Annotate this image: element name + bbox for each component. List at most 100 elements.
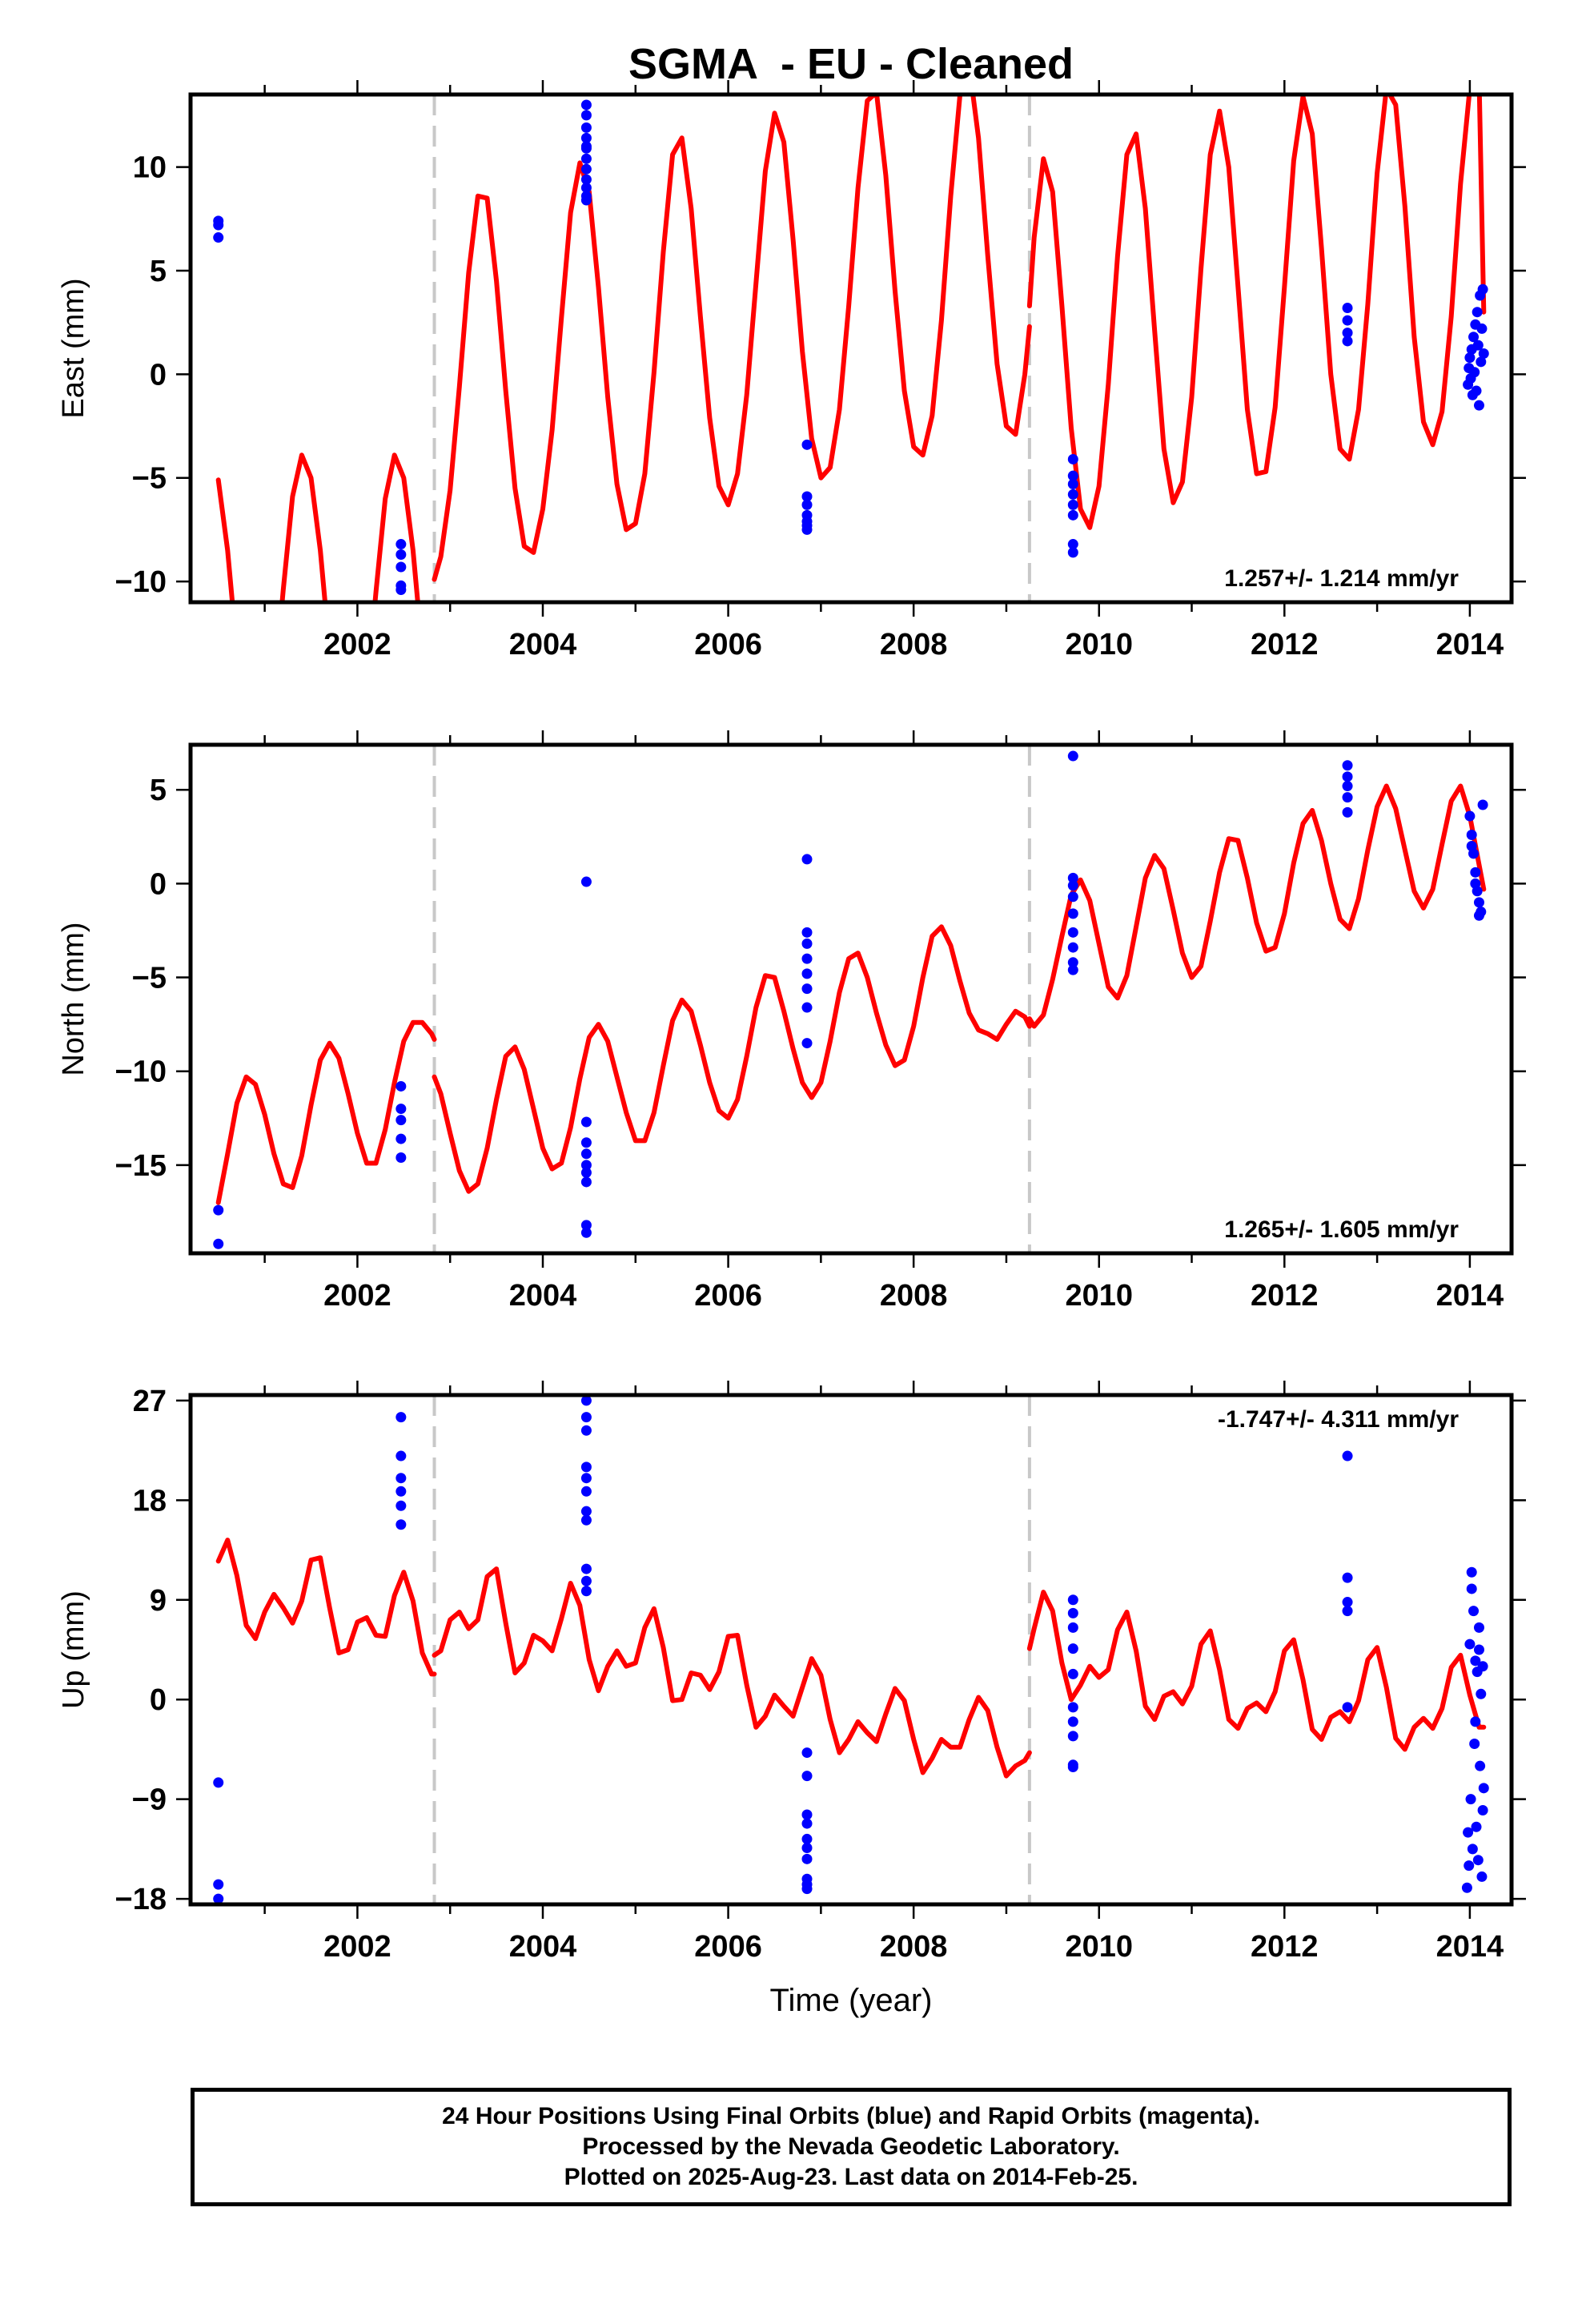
data-point [580,99,592,111]
data-point [396,1486,407,1497]
data-point [580,1563,592,1574]
y-tick-label: −9 [132,1783,167,1817]
data-point [1473,1644,1484,1655]
data-point [1067,499,1078,510]
rate-label: 1.257+/- 1.214 mm/yr [1224,565,1459,592]
data-point [1067,872,1078,883]
data-point [801,1833,813,1844]
data-point [396,1500,407,1511]
x-tick-label: 2010 [1065,1930,1133,1964]
x-axis-label: Time (year) [770,1983,933,2018]
footer-line-2: Processed by the Nevada Geodetic Laborat… [582,2133,1120,2160]
model-curve-segment [1026,783,1487,1029]
panel-frame [188,1393,1514,1907]
data-point [1342,760,1353,771]
data-point [1469,1739,1480,1750]
model-curve-segment [432,1566,1032,1779]
data-point [801,1771,813,1782]
data-point [1473,400,1484,411]
data-point [396,584,407,595]
data-point [1342,303,1353,314]
data-point [580,1395,592,1406]
data-point [1067,1716,1078,1727]
data-point [1342,336,1353,347]
panels: 2002 2004 2006 2008 2010 2012 2014 10 5 0 −5 −10 Eas… [57,0,1526,1964]
data-point [396,1473,407,1484]
data-point [1470,1655,1481,1667]
panel-north: 2002 2004 2006 2008 2010 2012 2014 5 0 −5 −10 −15 No… [57,0,1526,1313]
plot-area [213,94,1489,602]
data-point [396,1104,407,1115]
y-tick-label: 5 [150,255,167,288]
data-point [580,195,592,206]
y-tick-label: 0 [150,1683,167,1717]
data-point [213,1238,224,1249]
x-tick-label: 2014 [1436,1279,1504,1313]
data-point [1067,489,1078,500]
data-point [1471,1821,1482,1832]
data-point [580,1167,592,1178]
data-point [1464,810,1476,822]
model-curve-segment [215,452,420,602]
data-point [1475,1760,1486,1771]
y-tick-label: −18 [115,1883,167,1916]
data-point [801,983,813,995]
data-point [213,1879,224,1890]
data-point [580,163,592,175]
model-curve-segment [1026,1590,1487,1752]
data-point [1471,385,1482,396]
data-point [801,499,813,510]
rate-label: -1.747+/- 4.311 mm/yr [1218,1406,1459,1433]
data-point [1468,1606,1480,1617]
data-point [801,1038,813,1049]
plot-area [213,0,1488,1253]
y-axis-label: East (mm) [57,278,90,418]
data-point [1067,539,1078,550]
data-point [801,524,813,535]
data-point [396,1412,407,1423]
data-point [1067,1762,1078,1773]
x-tick-label: 2004 [509,1279,577,1313]
data-point [1478,0,1488,6]
data-point [1067,891,1078,903]
data-point [396,1133,407,1144]
data-point [801,439,813,450]
data-point [801,927,813,938]
data-point [1478,348,1489,359]
data-point [1468,332,1480,343]
data-point [396,1115,407,1126]
y-tick-label: −10 [115,1055,167,1089]
y-tick-label: 18 [133,1484,167,1518]
data-point [1466,1583,1477,1594]
data-point [1067,880,1078,891]
data-point [1476,1871,1488,1882]
data-point [580,1575,592,1586]
data-point [801,491,813,502]
data-point [1470,866,1481,878]
data-point [580,1462,592,1473]
data-point [580,1116,592,1128]
data-point [213,1204,224,1216]
x-tick-label: 2002 [323,1279,391,1313]
data-point [1067,964,1078,975]
data-point [1067,1643,1078,1655]
data-point [801,1842,813,1853]
data-point [801,1853,813,1864]
data-point [580,1412,592,1423]
footer-line-3: Plotted on 2025-Aug-23. Last data on 201… [564,2164,1138,2190]
data-point [1473,1622,1484,1633]
data-point [580,1137,592,1148]
model-curve-segment [215,1019,437,1205]
x-tick-label: 2008 [880,628,948,661]
data-point [580,122,592,133]
data-point [1466,841,1477,852]
data-point [396,1080,407,1092]
panel-frame [188,92,1514,605]
y-tick-label: −15 [115,1149,167,1183]
data-point [580,1227,592,1238]
data-point [1470,878,1481,889]
data-point [801,938,813,949]
data-point [396,539,407,550]
data-point [1478,1783,1489,1794]
data-point [1467,1844,1478,1855]
